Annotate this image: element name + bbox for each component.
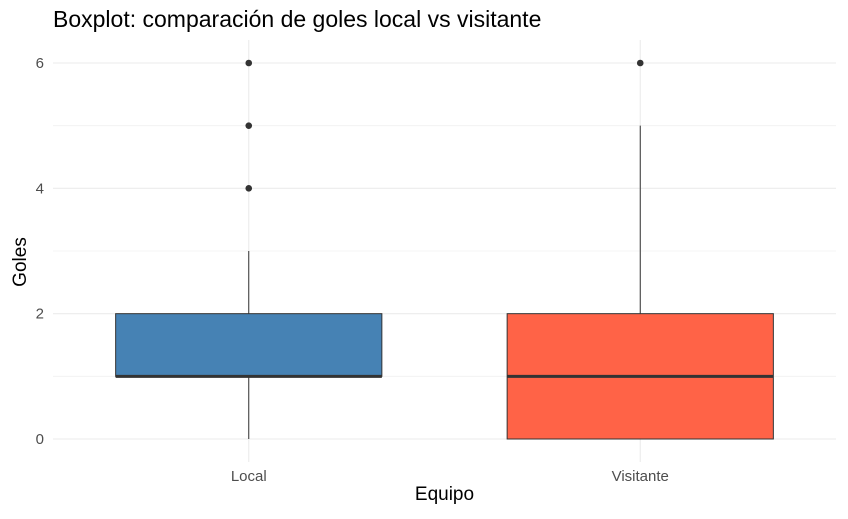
y-tick-label: 2	[36, 306, 44, 323]
chart-title: Boxplot: comparación de goles local vs v…	[53, 6, 542, 32]
outlier-point	[245, 122, 253, 129]
y-tick-label: 4	[36, 180, 44, 197]
x-tick-label: Visitante	[612, 468, 669, 485]
y-tick-label: 0	[36, 431, 44, 448]
outlier-point	[636, 59, 644, 67]
x-tick-label: Local	[231, 468, 267, 485]
outlier-point	[245, 185, 253, 192]
x-axis-label: Equipo	[414, 484, 475, 505]
box-iqr	[115, 313, 383, 377]
y-tick-label: 6	[36, 55, 44, 72]
outlier-point	[245, 59, 253, 67]
